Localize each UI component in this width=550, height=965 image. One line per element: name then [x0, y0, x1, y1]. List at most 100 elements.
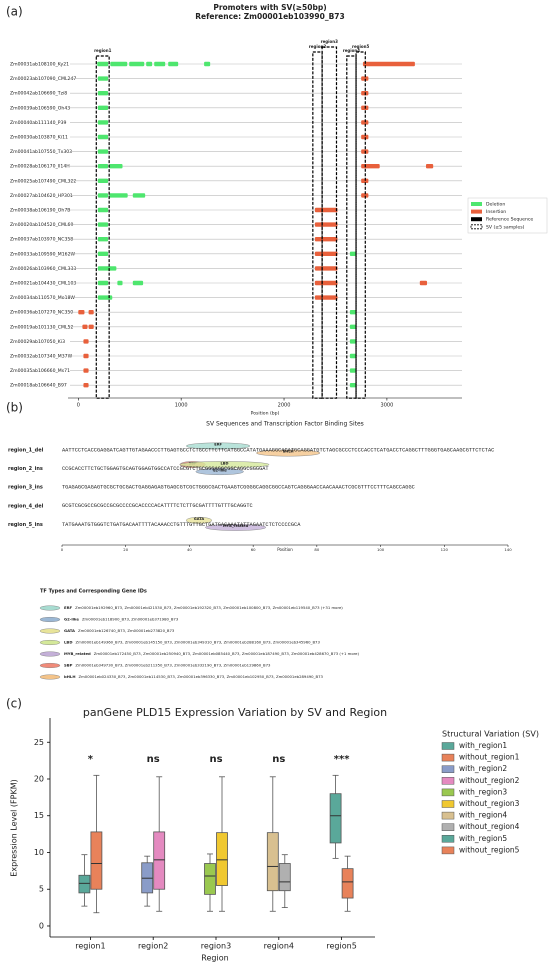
x-tick-label: 0 [77, 403, 80, 409]
y-tick-label: 20 [34, 774, 44, 783]
deletion [97, 251, 109, 256]
row-label: Zm00035ab106660_Ms71 [10, 368, 70, 374]
sv-region-box [346, 55, 357, 399]
legend-label: without_region1 [459, 753, 520, 762]
box [266, 832, 279, 892]
tf-name: G2-like [64, 617, 79, 622]
legend-label: Insertion [486, 209, 506, 215]
x-axis-label: Region [201, 954, 228, 963]
row-label: Zm00032ab107340_M37W [10, 354, 73, 360]
y-tick-label: 10 [34, 848, 44, 857]
x-tick-label: 40 [187, 547, 192, 552]
x-axis-label: Position (bp) [251, 411, 280, 417]
tf-name: bHLH [64, 674, 76, 679]
row-label: Zm00037ab103970_NC358 [10, 237, 73, 243]
motif [186, 517, 212, 524]
legend-swatch [470, 224, 483, 230]
row-label: Zm00027ab104620_HP301 [10, 193, 73, 199]
x-tick-label: 120 [441, 547, 449, 552]
row-label: Zm00034ab110570_Mo18W [10, 295, 75, 301]
box [329, 793, 342, 844]
motif-label: ERF [214, 443, 222, 447]
sequence: CCGCACCTTCTGCTGGAGTGCAGTGGAGTGGCCATCCGCG… [62, 466, 269, 472]
deletion [132, 193, 146, 198]
deletion [97, 237, 109, 242]
x-tick-label: 0 [61, 547, 64, 552]
x-tick-label: 60 [251, 547, 256, 552]
legend-swatch [441, 765, 455, 773]
legend-swatch [39, 640, 61, 646]
row-label: Zm00039ab106590_Oh43 [10, 105, 70, 111]
row-label: Zm00023ab107090_CML247 [10, 76, 76, 82]
chart-title: SV Sequences and Transcription Factor Bi… [206, 421, 364, 428]
insertion [82, 324, 88, 329]
insertion [361, 120, 369, 125]
deletion [129, 61, 145, 67]
insertion [362, 61, 415, 67]
legend-label: with_region4 [459, 811, 507, 820]
insertion [78, 310, 85, 315]
x-tick-label: region4 [264, 942, 294, 951]
region-label: region3 [321, 39, 339, 44]
sequence-label: region_3_ins [8, 485, 43, 491]
deletion [168, 61, 179, 67]
sequence: TGAGAGCGAGAGTGCGCTGCGACTGAGGAGAGTGAGCGTC… [62, 485, 415, 491]
deletion [349, 324, 357, 329]
tf-genes: Zm00001eb126740_B73, Zm00001eb273820_B73 [78, 628, 175, 633]
row-label: Zm00031ab108100_Ky21 [10, 62, 69, 68]
tf-name: ERF [64, 605, 73, 610]
box [78, 874, 91, 894]
legend-swatch [441, 811, 455, 820]
legend-label: with_region1 [459, 741, 507, 750]
insertion [88, 324, 94, 329]
x-axis-label: Position [277, 547, 293, 552]
insertion [83, 353, 89, 359]
sv-region-box [355, 51, 366, 399]
legend-swatch [471, 217, 482, 222]
x-tick-label: region2 [138, 942, 168, 951]
chart-title: panGene PLD15 Expression Variation by SV… [83, 706, 387, 719]
row-label: Zm00030ab103870_Ki11 [10, 135, 68, 141]
legend-swatch [39, 663, 61, 669]
box [341, 868, 354, 899]
y-tick-label: 0 [39, 921, 44, 930]
deletion [97, 164, 109, 169]
legend-swatch [441, 742, 455, 750]
panel-label: (b) [6, 401, 23, 415]
legend-label: SV (≥5 samples) [486, 224, 525, 230]
deletion [204, 61, 211, 67]
panel-label: (a) [6, 5, 23, 19]
x-tick-label: 2000 [278, 403, 291, 409]
significance-label: * [88, 754, 94, 765]
deletion [109, 164, 123, 169]
tf-genes: Zm00001eb118900_B73, Zm00001eb371980_B73 [82, 617, 179, 622]
legend-label: LBD Zm00001eb149360_B73, Zm00001eb145150_… [64, 640, 320, 645]
deletion [146, 61, 153, 67]
row-label: Zm00029ab107050_Ki3 [10, 339, 65, 345]
legend-label: without_region3 [459, 799, 520, 808]
legend-swatch [441, 846, 455, 855]
region-label: region1 [94, 48, 112, 53]
tf-genes: Zm00001eb024330_B73, Zm00001eb114530_B73… [79, 674, 324, 679]
sv-region-box [321, 46, 338, 399]
deletion [132, 280, 144, 286]
legend-label: without_region5 [459, 845, 520, 854]
legend-label: with_region3 [459, 787, 507, 796]
deletion [97, 105, 109, 110]
chart-subtitle: Reference: Zm00001eb103990_B73 [195, 12, 345, 21]
legend-swatch [441, 835, 455, 843]
x-tick-label: 1000 [175, 403, 188, 409]
insertion [361, 178, 369, 183]
tf-name: LBD [64, 640, 72, 645]
legend-swatch [39, 651, 61, 657]
legend-swatch [441, 753, 455, 762]
insertion [314, 222, 338, 227]
legend-label: Reference Sequence [486, 217, 533, 223]
motif [195, 468, 244, 475]
insertion [314, 207, 338, 213]
motif [179, 461, 270, 468]
legend-label: without_region2 [459, 776, 520, 785]
legend-label: with_region2 [459, 764, 507, 773]
deletion [154, 61, 166, 67]
row-label: Zm00033ab109590_M162W [10, 251, 76, 257]
